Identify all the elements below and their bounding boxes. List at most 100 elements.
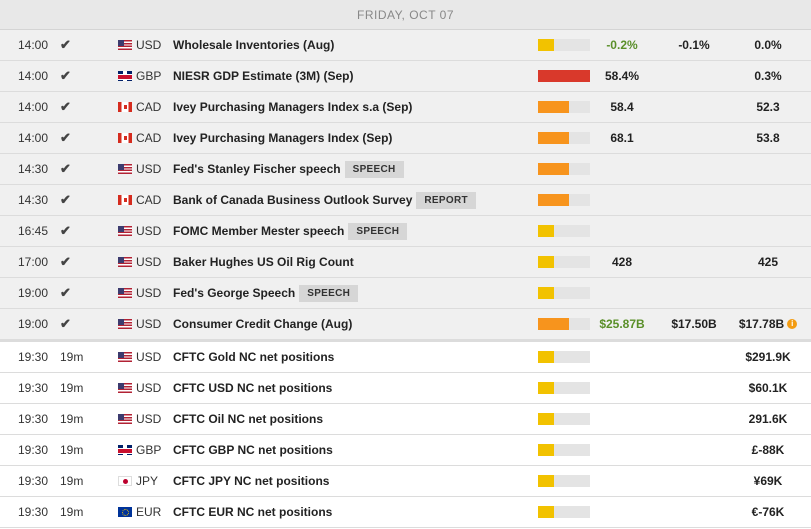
event-row[interactable]: 14:00 ✔ GBP NIESR GDP Estimate (3M) (Sep…: [0, 61, 811, 92]
countdown-label: 19m: [60, 443, 84, 457]
forecast-value: $17.50B: [671, 317, 717, 331]
event-time: 19:30: [18, 412, 49, 426]
event-title[interactable]: CFTC JPY NC net positions: [173, 474, 330, 488]
currency-code: CAD: [136, 100, 162, 114]
event-row[interactable]: 14:00 ✔ USD Wholesale Inventories (Aug) …: [0, 30, 811, 61]
event-row[interactable]: 19:00 ✔ USD Consumer Credit Change (Aug)…: [0, 309, 811, 342]
event-row[interactable]: 19:30 19m EUR CFTC EUR NC net positions …: [0, 497, 811, 528]
event-name[interactable]: CFTC USD NC net positions: [173, 373, 528, 403]
forecast-value: [662, 123, 726, 153]
currency-code: USD: [136, 162, 162, 176]
impact-meter: [538, 278, 590, 308]
event-row[interactable]: 14:00 ✔ CAD Ivey Purchasing Managers Ind…: [0, 123, 811, 154]
event-row[interactable]: 19:30 19m USD CFTC Gold NC net positions…: [0, 342, 811, 373]
event-row[interactable]: 19:00 ✔ USD Fed's George Speech SPEECH: [0, 278, 811, 309]
event-name[interactable]: Ivey Purchasing Managers Index (Sep): [173, 123, 528, 153]
event-row[interactable]: 14:30 ✔ CAD Bank of Canada Business Outl…: [0, 185, 811, 216]
event-name[interactable]: Bank of Canada Business Outlook Survey R…: [173, 185, 528, 215]
calendar-table: 14:00 ✔ USD Wholesale Inventories (Aug) …: [0, 30, 811, 528]
event-row[interactable]: 19:30 19m JPY CFTC JPY NC net positions …: [0, 466, 811, 497]
currency-code: CAD: [136, 131, 162, 145]
countdown-label: 19m: [60, 412, 84, 426]
impact-bar: [538, 318, 590, 330]
actual-value: -0.2%: [606, 38, 638, 52]
date-label: FRIDAY, OCT 07: [356, 8, 455, 22]
currency-code: EUR: [136, 505, 162, 519]
checkmark-icon: ✔: [60, 130, 71, 145]
impact-bar: [538, 39, 590, 51]
event-name[interactable]: Fed's George Speech SPEECH: [173, 278, 528, 308]
impact-meter: [538, 497, 590, 527]
event-name[interactable]: CFTC JPY NC net positions: [173, 466, 528, 496]
event-name[interactable]: CFTC Gold NC net positions: [173, 342, 528, 372]
event-row[interactable]: 14:00 ✔ CAD Ivey Purchasing Managers Ind…: [0, 92, 811, 123]
forecast-value: [662, 92, 726, 122]
impact-bar-fill: [538, 256, 554, 268]
currency-code: CAD: [136, 193, 162, 207]
event-name[interactable]: CFTC GBP NC net positions: [173, 435, 528, 465]
impact-bar-fill: [538, 444, 554, 456]
event-title[interactable]: Wholesale Inventories (Aug): [173, 38, 335, 52]
event-title[interactable]: CFTC GBP NC net positions: [173, 443, 333, 457]
impact-meter: [538, 154, 590, 184]
impact-meter: [538, 92, 590, 122]
info-icon[interactable]: i: [787, 319, 798, 329]
event-type-badge: REPORT: [416, 191, 476, 209]
impact-bar-fill: [538, 39, 554, 51]
forecast-value: [662, 278, 726, 308]
previous-value: 291.6K: [728, 404, 808, 434]
event-name[interactable]: CFTC Oil NC net positions: [173, 404, 528, 434]
checkmark-icon: ✔: [60, 192, 71, 207]
impact-bar-fill: [538, 194, 570, 206]
event-title[interactable]: Baker Hughes US Oil Rig Count: [173, 255, 354, 269]
event-title[interactable]: FOMC Member Mester speech: [173, 224, 345, 238]
previous-value-text: $17.78B: [738, 317, 785, 331]
event-name[interactable]: FOMC Member Mester speech SPEECH: [173, 216, 528, 246]
event-name[interactable]: Fed's Stanley Fischer speech SPEECH: [173, 154, 528, 184]
event-type-badge: SPEECH: [299, 284, 359, 302]
event-name[interactable]: Ivey Purchasing Managers Index s.a (Sep): [173, 92, 528, 122]
previous-value: 52.3: [728, 92, 808, 122]
previous-value: [728, 185, 808, 215]
event-name[interactable]: Consumer Credit Change (Aug): [173, 309, 528, 339]
event-time: 14:30: [18, 162, 49, 176]
event-name[interactable]: Wholesale Inventories (Aug): [173, 30, 528, 60]
actual-value: [592, 216, 652, 246]
event-title[interactable]: CFTC Gold NC net positions: [173, 350, 335, 364]
event-row[interactable]: 19:30 19m GBP CFTC GBP NC net positions …: [0, 435, 811, 466]
flag-ca-icon: [118, 123, 134, 153]
event-title[interactable]: CFTC Oil NC net positions: [173, 412, 323, 426]
flag-us-icon: [118, 404, 134, 434]
impact-meter: [538, 309, 590, 339]
event-time: 14:00: [18, 131, 49, 145]
currency-code: GBP: [136, 443, 162, 457]
previous-value-text: £-88K: [751, 443, 785, 457]
event-time: 14:00: [18, 69, 49, 83]
event-title[interactable]: Bank of Canada Business Outlook Survey: [173, 193, 413, 207]
actual-value: [592, 185, 652, 215]
event-row[interactable]: 19:30 19m USD CFTC USD NC net positions …: [0, 373, 811, 404]
event-row[interactable]: 14:30 ✔ USD Fed's Stanley Fischer speech…: [0, 154, 811, 185]
currency-code: USD: [136, 286, 162, 300]
previous-value: 53.8: [728, 123, 808, 153]
impact-bar-fill: [538, 475, 554, 487]
event-title[interactable]: Consumer Credit Change (Aug): [173, 317, 353, 331]
event-title[interactable]: Ivey Purchasing Managers Index (Sep): [173, 131, 393, 145]
impact-bar: [538, 351, 590, 363]
event-name[interactable]: NIESR GDP Estimate (3M) (Sep): [173, 61, 528, 91]
event-row[interactable]: 17:00 ✔ USD Baker Hughes US Oil Rig Coun…: [0, 247, 811, 278]
impact-bar: [538, 475, 590, 487]
event-row[interactable]: 19:30 19m USD CFTC Oil NC net positions …: [0, 404, 811, 435]
event-row[interactable]: 16:45 ✔ USD FOMC Member Mester speech SP…: [0, 216, 811, 247]
impact-bar-fill: [538, 132, 570, 144]
event-title[interactable]: Fed's Stanley Fischer speech: [173, 162, 341, 176]
event-title[interactable]: NIESR GDP Estimate (3M) (Sep): [173, 69, 354, 83]
actual-value: 58.4: [610, 100, 634, 114]
event-title[interactable]: Fed's George Speech: [173, 286, 296, 300]
event-title[interactable]: Ivey Purchasing Managers Index s.a (Sep): [173, 100, 413, 114]
event-title[interactable]: CFTC EUR NC net positions: [173, 505, 333, 519]
event-name[interactable]: CFTC EUR NC net positions: [173, 497, 528, 527]
previous-value-text: 0.3%: [754, 69, 782, 83]
event-name[interactable]: Baker Hughes US Oil Rig Count: [173, 247, 528, 277]
event-title[interactable]: CFTC USD NC net positions: [173, 381, 333, 395]
